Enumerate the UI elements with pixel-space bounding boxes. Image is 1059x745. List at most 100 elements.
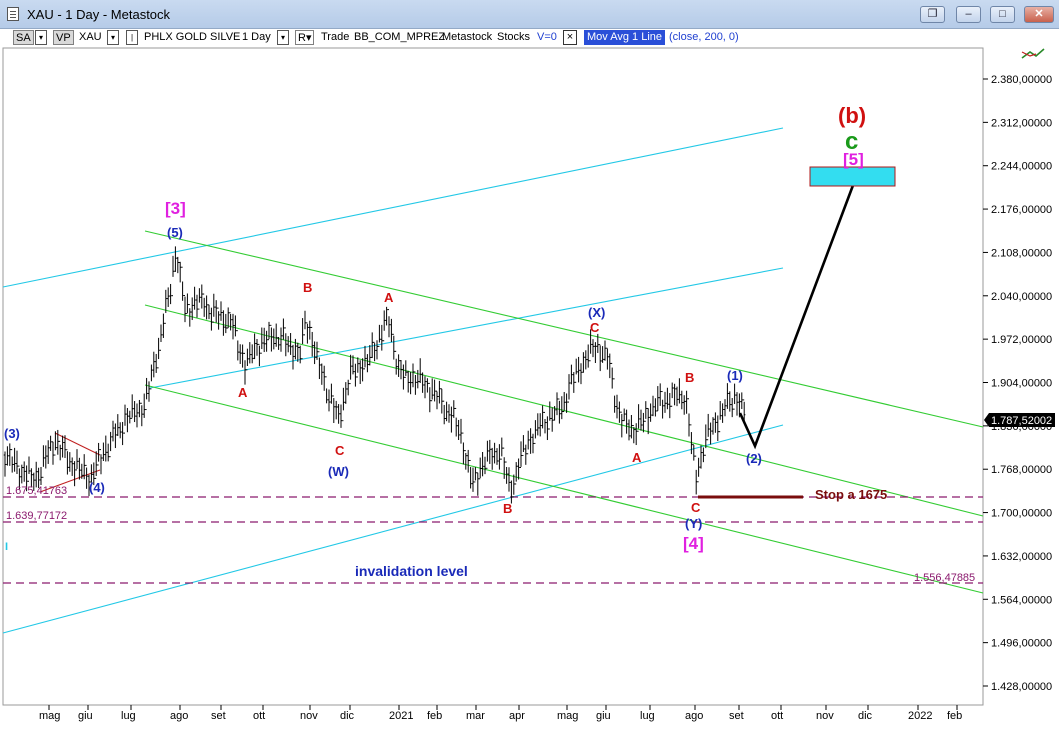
interval-dropdown-icon[interactable]: ▾ — [277, 30, 289, 45]
time-tick-label: ott — [253, 710, 265, 722]
volume-label: V=0 — [537, 31, 557, 43]
time-tick-label: giu — [596, 710, 611, 722]
time-tick-label: ago — [170, 710, 188, 722]
wave-a-label-3: A — [632, 450, 642, 465]
wave-c-label-1: C — [335, 443, 345, 458]
name-dropdown-icon[interactable]: | — [126, 30, 138, 45]
price-tick-label: 2.244,00000 — [991, 161, 1052, 173]
symbol-dropdown-icon[interactable]: ▾ — [107, 30, 119, 45]
stop-label: Stop a 1675 — [815, 487, 887, 502]
mode-label: Trade — [321, 31, 350, 43]
cyan-channel-upper — [2, 127, 784, 288]
wave-b-label-3: B — [685, 370, 694, 385]
chart-toolbar: SA ▾ VP XAU ▾ | PHLX GOLD SILVE 1 Day ▾ … — [0, 29, 1059, 47]
time-tick-label: set — [729, 710, 744, 722]
wave-a-label-2: A — [384, 290, 394, 305]
window-title: XAU - 1 Day - Metastock — [27, 7, 171, 22]
time-tick-label: 2022 — [908, 710, 932, 722]
cyan-channel — [2, 127, 784, 634]
price-tick-label: 1.972,00000 — [991, 334, 1052, 346]
remove-indicator-icon[interactable]: × — [563, 30, 577, 45]
minimize-icon[interactable]: – — [956, 6, 981, 23]
price-tick-label: 1.700,00000 — [991, 508, 1052, 520]
interval-label[interactable]: 1 Day — [242, 31, 271, 43]
cyan-channel-middle — [149, 267, 784, 389]
wave-1-label: (1) — [727, 368, 743, 383]
wave-c-green-label: c — [845, 128, 858, 155]
template-label: BB_COM_MPREZ — [354, 31, 446, 43]
wave-c-label-2: C — [590, 320, 600, 335]
wave-4-bracket-label: [4] — [683, 534, 704, 553]
sa-dropdown-icon[interactable]: ▾ — [35, 30, 47, 45]
time-tick-label: mar — [466, 710, 485, 722]
sa-button[interactable]: SA — [13, 30, 34, 45]
time-tick-label: ott — [771, 710, 783, 722]
price-tick-label: 1.428,00000 — [991, 681, 1052, 693]
drawing-tools-icon — [1021, 48, 1045, 59]
time-tick-label: dic — [340, 710, 355, 722]
green-channel-lower — [144, 384, 984, 594]
price-tick-label: 2.108,00000 — [991, 247, 1052, 259]
indicator-params: (close, 200, 0) — [669, 31, 739, 43]
wave-2-label: (2) — [746, 451, 762, 466]
price-tick-label: 2.176,00000 — [991, 204, 1052, 216]
price-tick-label: 2.040,00000 — [991, 291, 1052, 303]
price-tick-label: 2.312,00000 — [991, 117, 1052, 129]
time-tick-label: set — [211, 710, 226, 722]
level-1639-label: 1.639,77172 — [6, 510, 67, 522]
wave-5-label: (5) — [167, 225, 183, 240]
r-button[interactable]: R▾ — [295, 30, 315, 45]
wave-b-paren-label: (b) — [838, 103, 866, 128]
wave-b-label-2: B — [503, 501, 512, 516]
projection-path — [738, 179, 857, 450]
time-tick-label: ago — [685, 710, 703, 722]
window-titlebar: XAU - 1 Day - Metastock ❐ – □ ✕ — [0, 0, 1059, 29]
time-tick-label: feb — [427, 710, 442, 722]
maximize-icon[interactable]: □ — [990, 6, 1015, 23]
time-tick-label: nov — [300, 710, 318, 722]
time-tick-label: mag — [557, 710, 578, 722]
wave-w-label: (W) — [328, 464, 349, 479]
wave-3-label: (3) — [4, 426, 20, 441]
price-tick-label: 2.380,00000 — [991, 74, 1052, 86]
green-channel-upper — [144, 230, 984, 428]
invalidation-label: invalidation level — [355, 563, 468, 579]
price-axis-ticks: 2.380,00000 2.312,00000 2.244,00000 2.176,0… — [983, 74, 1052, 693]
price-tick-label: 1.564,00000 — [991, 594, 1052, 606]
close-icon[interactable]: ✕ — [1024, 6, 1054, 23]
wave-b-label-1: B — [303, 280, 312, 295]
wave-x-label: (X) — [588, 305, 605, 320]
restore-icon[interactable]: ❐ — [920, 6, 945, 23]
time-axis-ticks: mag giu lug ago set ott nov dic 2021 feb mar apr mag… — [39, 705, 962, 722]
last-price-tag: 1.787,52002 — [984, 413, 1055, 427]
source-label: Metastock — [442, 31, 493, 43]
indicator-label[interactable]: Mov Avg 1 Line — [584, 30, 666, 45]
plot-frame — [2, 47, 984, 706]
price-tick-label: 1.632,00000 — [991, 551, 1052, 563]
vp-button[interactable]: VP — [53, 30, 74, 45]
price-tick-label: 1.768,00000 — [991, 464, 1052, 476]
wave-c-label-3: C — [691, 500, 701, 515]
time-tick-label: 2021 — [389, 710, 413, 722]
last-price-value: 1.787,52002 — [991, 415, 1052, 427]
price-bars — [3, 246, 746, 504]
security-name: PHLX GOLD SILVE — [144, 31, 241, 43]
cyan-channel-lower — [2, 424, 784, 634]
wave-4-label: (4) — [89, 480, 105, 495]
time-tick-label: feb — [947, 710, 962, 722]
price-tick-label: 1.496,00000 — [991, 638, 1052, 650]
time-tick-label: nov — [816, 710, 834, 722]
type-label: Stocks — [497, 31, 531, 43]
time-tick-label: apr — [509, 710, 525, 722]
level-1556-label: 1.556,47885 — [914, 572, 975, 584]
wave-a-label-1: A — [238, 385, 248, 400]
price-tick-label: 1.904,00000 — [991, 378, 1052, 390]
marker-i-label: I — [5, 541, 8, 553]
time-tick-label: mag — [39, 710, 60, 722]
wave-y-label: (Y) — [685, 516, 702, 531]
symbol-label[interactable]: XAU — [79, 31, 102, 43]
time-tick-label: dic — [858, 710, 873, 722]
chart-document-icon — [7, 7, 19, 21]
target-box — [809, 166, 896, 187]
